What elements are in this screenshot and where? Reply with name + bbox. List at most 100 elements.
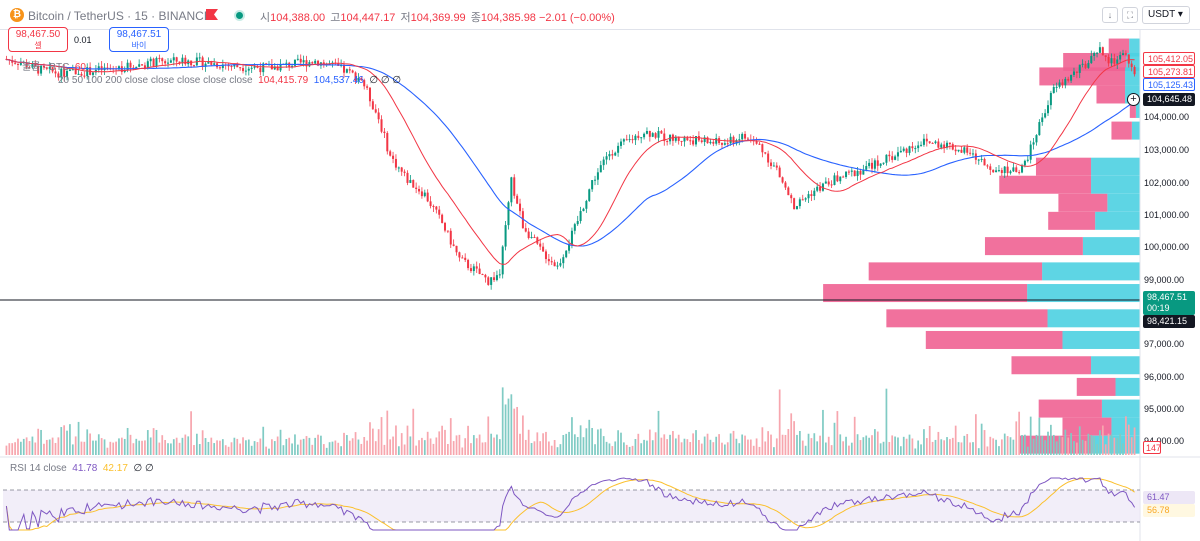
candle-body [559, 263, 562, 266]
volume-bar [40, 429, 42, 455]
candle-body [896, 152, 899, 157]
volume-bar [631, 445, 634, 455]
volume-bar [20, 441, 22, 455]
candle-body [530, 237, 533, 239]
volume-bar [259, 438, 262, 455]
price-axis-label: 102,000.00 [1144, 178, 1190, 188]
candle-body [371, 101, 374, 110]
change-value: −2.01 (−0.00%) [539, 12, 615, 24]
volume-bar [692, 433, 694, 455]
volume-bar [726, 442, 729, 455]
volume-bar [504, 404, 507, 455]
volume-bar [123, 438, 126, 455]
profile-buy-bar-2 [1125, 67, 1140, 86]
candle-body [544, 251, 547, 260]
currency-select[interactable]: USDT ▾ [1142, 6, 1190, 24]
candle-body [1133, 67, 1136, 75]
candle-body [1107, 56, 1110, 64]
candle-body [1101, 47, 1104, 56]
volume-bar [69, 424, 71, 455]
ma-legend[interactable]: 20 50 100 200 close close close close cl… [58, 75, 402, 86]
profile-sell-bar-18 [1062, 417, 1112, 436]
candle-body [997, 170, 1000, 172]
volume-bar [744, 435, 746, 455]
candle-body [1058, 82, 1061, 87]
candle-body [377, 112, 380, 120]
volume-bar [582, 437, 585, 455]
volume-bar [758, 446, 761, 455]
volume-bar [1061, 437, 1064, 455]
candle-body [213, 63, 216, 65]
volume-bar [328, 442, 331, 455]
candle-body [11, 60, 14, 63]
candle-body [914, 148, 917, 150]
price-axis-label: 94,000.00 [1144, 436, 1185, 446]
volume-bar [951, 437, 954, 455]
candle-body [513, 177, 516, 196]
volume-bars [5, 387, 1136, 455]
candle-body [117, 66, 120, 70]
volume-bar [204, 438, 207, 455]
volume-bar [132, 443, 135, 455]
candle-body [969, 152, 972, 154]
volume-bar [888, 442, 891, 455]
fullscreen-button[interactable]: ⛶ [1122, 7, 1138, 23]
volume-bar [663, 434, 666, 455]
candle-body [475, 266, 478, 269]
volume-bar [995, 439, 997, 455]
profile-buy-bar-1 [1126, 52, 1140, 71]
buy-button[interactable]: 98,467.51 바이 [109, 27, 169, 52]
sell-button[interactable]: 98,467.50 셀 [8, 27, 68, 52]
volume-bar [271, 439, 273, 455]
candle-body [764, 152, 767, 154]
candle-body [380, 119, 383, 132]
download-button[interactable]: ↓ [1102, 7, 1118, 23]
volume-bar [227, 446, 230, 455]
candle-body [204, 63, 207, 67]
volume-bar [371, 428, 374, 455]
candle-body [1055, 86, 1058, 88]
volume-bar [853, 416, 856, 455]
candle-body [420, 191, 423, 197]
volume-bar [421, 437, 423, 455]
volume-legend[interactable]: 볼륨 · BTC 60 [22, 62, 86, 73]
candle-body [412, 180, 415, 188]
volume-bar [698, 439, 700, 455]
volume-bar [764, 441, 767, 455]
candle-body [308, 62, 311, 67]
rsi-legend[interactable]: RSI 14 close 41.78 42.17 ∅ ∅ [10, 463, 154, 474]
candle-body [1098, 47, 1101, 53]
volume-bar [369, 422, 371, 455]
volume-bar [703, 436, 706, 455]
volume-bar [1087, 433, 1090, 455]
candle-body [1032, 142, 1035, 145]
volume-bar [597, 429, 599, 455]
candle-body [435, 206, 438, 210]
volume-bar [256, 442, 259, 455]
candle-body [158, 57, 161, 59]
candle-body [680, 140, 683, 142]
volume-bar [513, 408, 516, 455]
volume-bar [516, 406, 518, 455]
volume-bar [874, 429, 876, 455]
price-axis-label: 100,000.00 [1144, 242, 1190, 252]
symbol-title[interactable]: Bitcoin / TetherUS · 15 · BINANCE [28, 9, 212, 23]
volume-bar [444, 429, 446, 455]
volume-bar [343, 432, 345, 455]
candle-body [1116, 59, 1119, 64]
candle-body [291, 65, 294, 68]
candle-body [804, 198, 807, 200]
candle-body [1110, 58, 1113, 64]
add-alert-button[interactable]: + [1127, 93, 1140, 106]
candle-body [181, 57, 184, 64]
candle-body [758, 143, 761, 145]
candle-body [244, 70, 247, 72]
volume-bar [210, 437, 213, 455]
candle-body [770, 162, 773, 166]
rsi-band [3, 490, 1140, 522]
flag-icon[interactable] [206, 9, 218, 20]
volume-bar [891, 435, 894, 455]
candle-body [14, 62, 17, 64]
spread-value: 0.01 [74, 35, 92, 45]
volume-bar [741, 434, 744, 455]
